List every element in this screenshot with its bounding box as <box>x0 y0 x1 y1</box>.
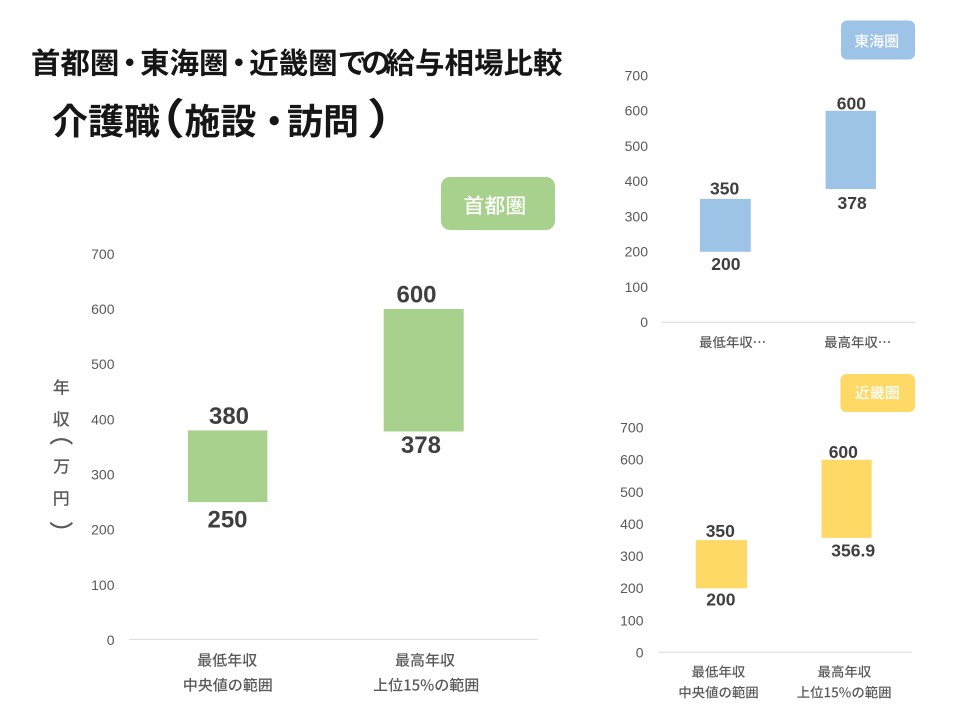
svg-text:600: 600 <box>829 442 858 462</box>
svg-text:100: 100 <box>625 279 649 295</box>
svg-text:0: 0 <box>640 314 648 330</box>
svg-text:400: 400 <box>625 173 649 189</box>
svg-text:0: 0 <box>107 632 115 648</box>
svg-text:100: 100 <box>620 612 644 628</box>
svg-text:0: 0 <box>636 644 644 660</box>
svg-text:378: 378 <box>837 193 866 213</box>
svg-text:200: 200 <box>706 590 735 610</box>
svg-text:200: 200 <box>91 522 115 538</box>
svg-text:400: 400 <box>91 411 115 427</box>
svg-text:500: 500 <box>91 356 115 372</box>
svg-text:378: 378 <box>401 432 441 459</box>
svg-text:356.9: 356.9 <box>831 541 875 561</box>
svg-text:200: 200 <box>711 254 740 274</box>
svg-text:700: 700 <box>625 67 649 83</box>
svg-text:500: 500 <box>625 138 649 154</box>
svg-text:380: 380 <box>209 403 249 430</box>
svg-text:200: 200 <box>625 244 649 260</box>
svg-text:300: 300 <box>625 208 649 224</box>
svg-text:400: 400 <box>620 516 644 532</box>
svg-text:500: 500 <box>620 484 644 500</box>
svg-text:700: 700 <box>91 246 115 262</box>
svg-text:250: 250 <box>207 507 247 534</box>
svg-text:350: 350 <box>706 521 735 541</box>
svg-text:600: 600 <box>837 93 866 113</box>
svg-text:300: 300 <box>620 548 644 564</box>
svg-text:600: 600 <box>625 103 649 119</box>
svg-text:600: 600 <box>620 452 644 468</box>
svg-text:700: 700 <box>620 420 644 436</box>
svg-text:600: 600 <box>396 282 436 309</box>
svg-text:100: 100 <box>91 577 115 593</box>
svg-text:350: 350 <box>710 178 739 198</box>
svg-text:300: 300 <box>91 467 115 483</box>
svg-text:200: 200 <box>620 580 644 596</box>
svg-text:600: 600 <box>91 301 115 317</box>
